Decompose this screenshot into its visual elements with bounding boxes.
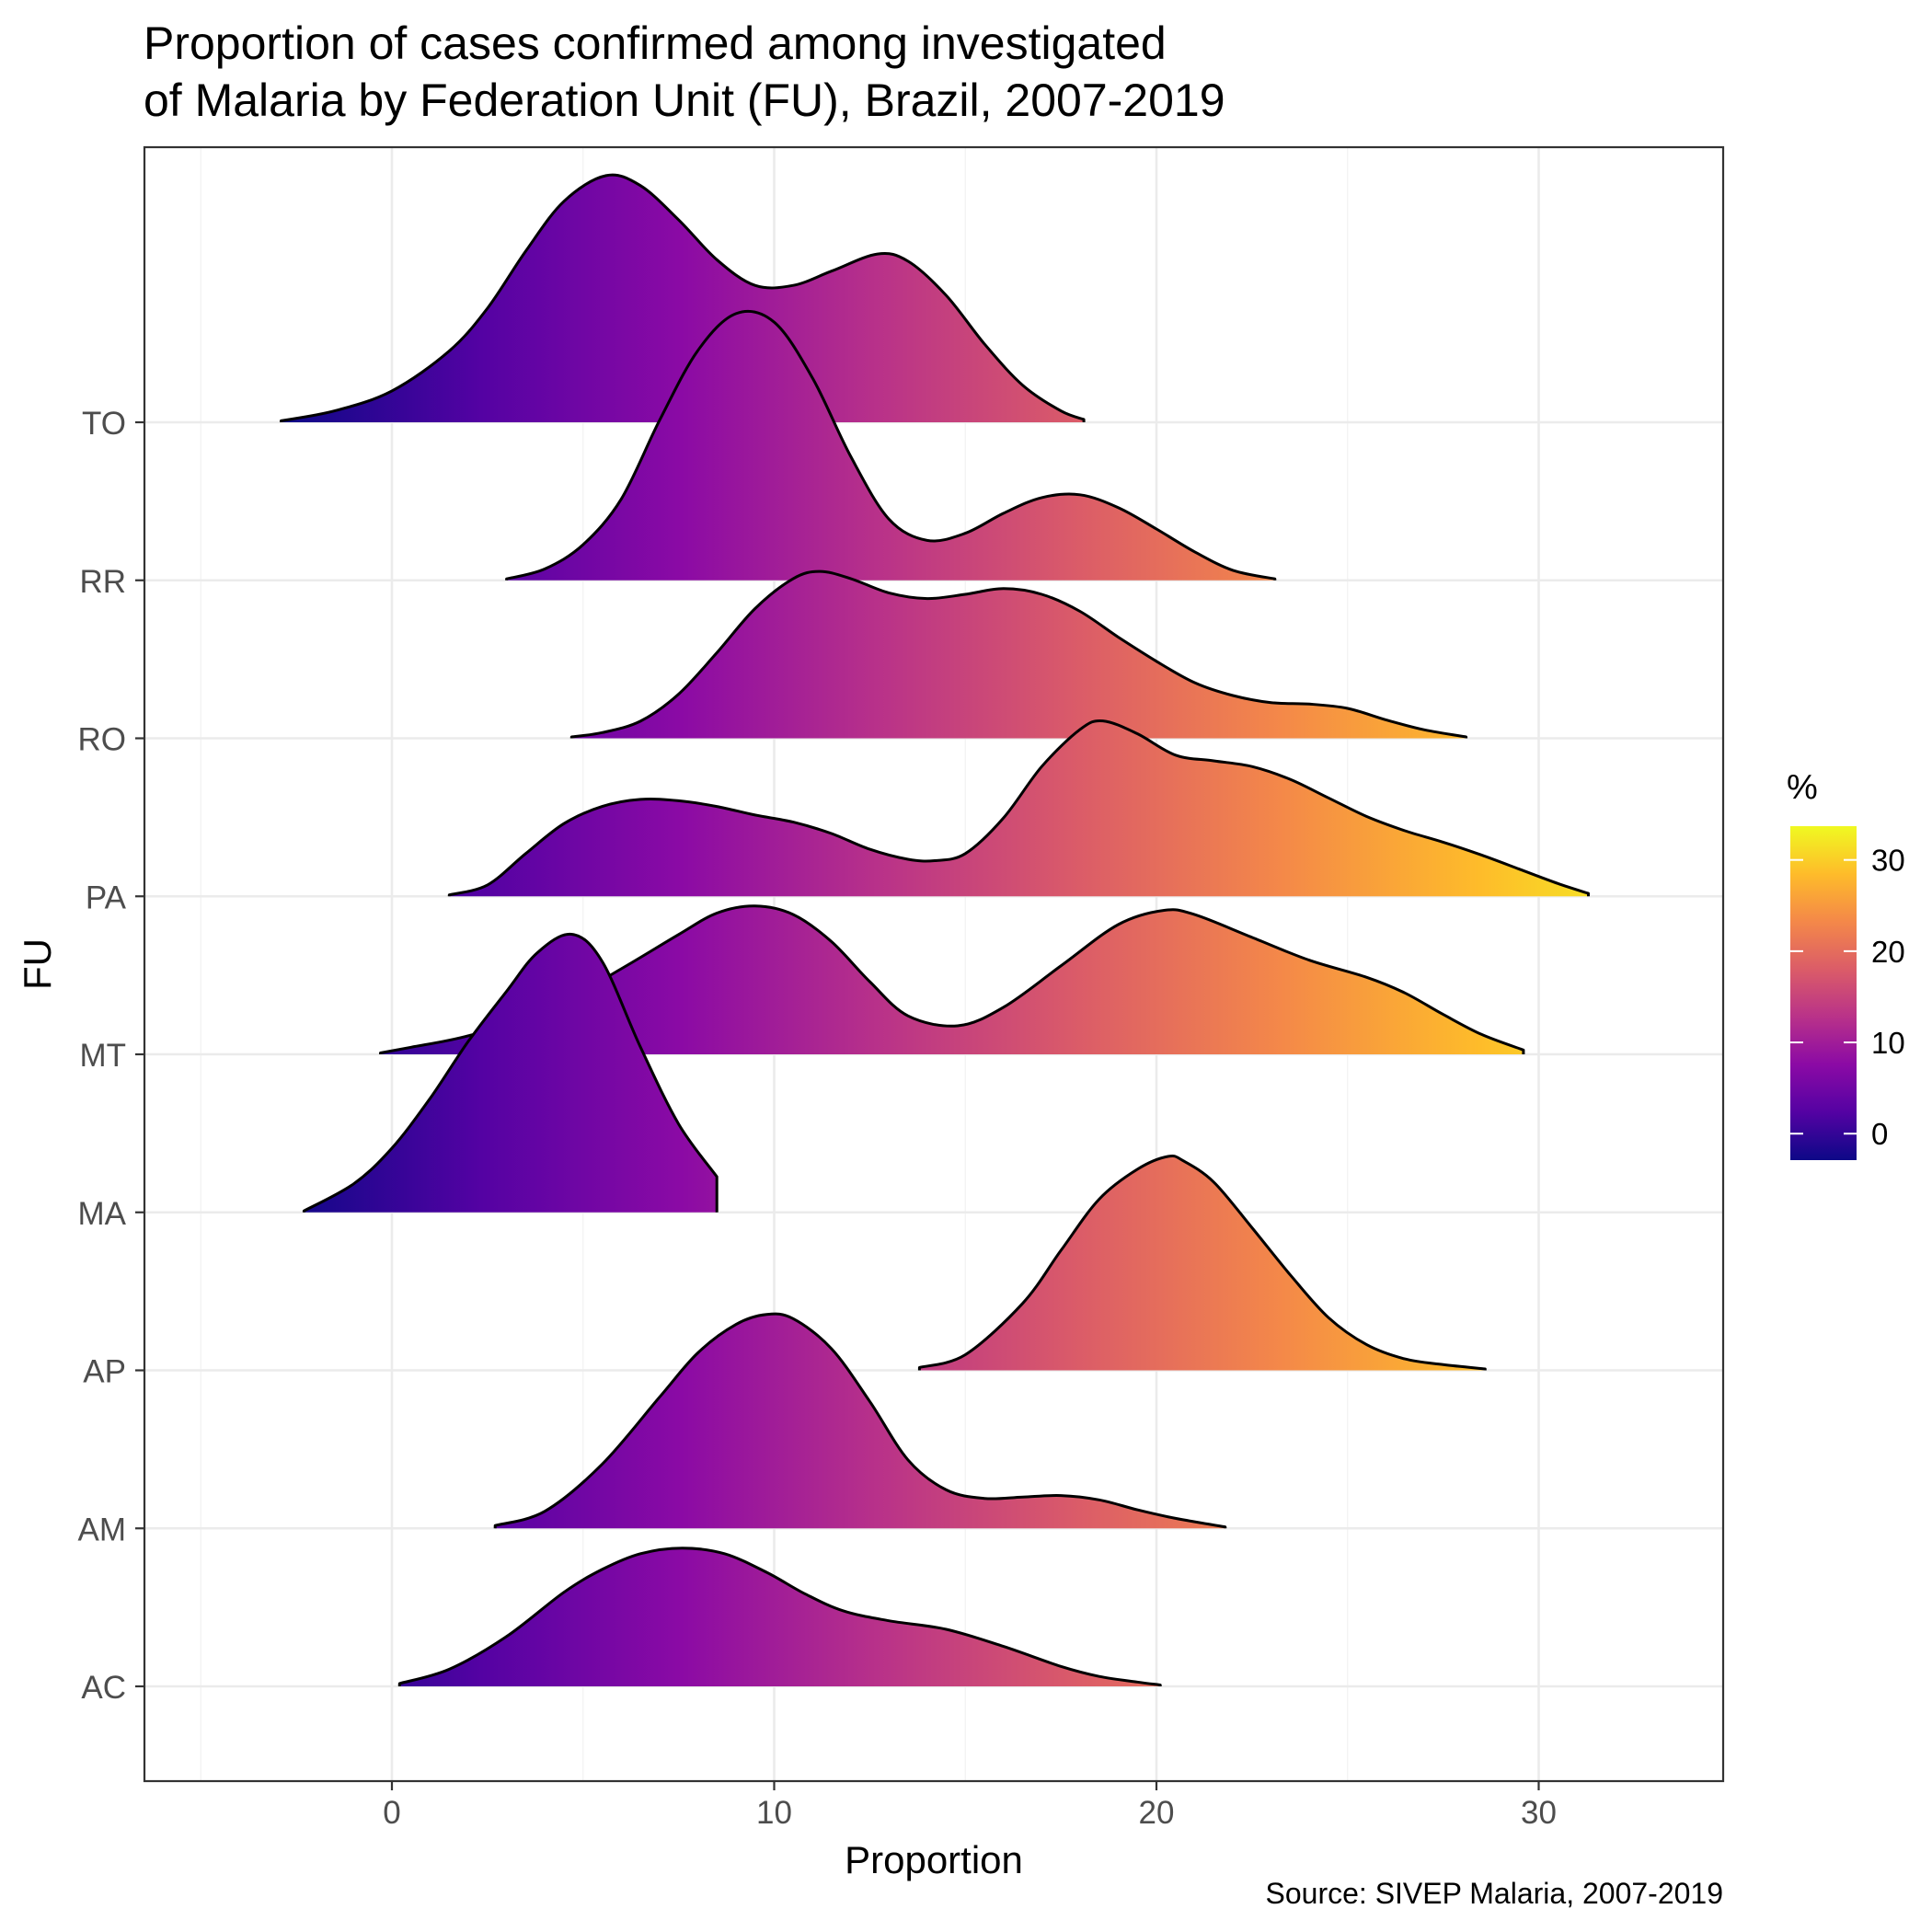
ridge-ap: [917, 1154, 1487, 1371]
x-axis-title: Proportion: [845, 1838, 1023, 1881]
ridge-fill-pa: [449, 720, 1589, 897]
ridge-fill-ma: [304, 934, 718, 1213]
ridge-ma: [302, 932, 719, 1213]
ridge-fill-to: [281, 175, 1085, 422]
y-tick-label-am: AM: [78, 1512, 127, 1547]
ridge-fill-ac: [399, 1547, 1161, 1686]
ridge-ro: [569, 569, 1468, 739]
y-tick-label-ac: AC: [81, 1670, 126, 1706]
ridge-fill-am: [495, 1314, 1225, 1529]
ridge-outline-pa: [447, 719, 1590, 897]
ridge-outline-am: [493, 1312, 1227, 1529]
ridge-fill-rr: [506, 311, 1275, 581]
legend-tick-label: 30: [1871, 844, 1905, 878]
legend-colorbar: [1790, 826, 1857, 1160]
y-tick-label-rr: RR: [79, 564, 126, 600]
legend-tick-label: 10: [1871, 1026, 1905, 1060]
ridge-am: [493, 1312, 1227, 1529]
ridge-outline-ma: [302, 932, 719, 1213]
x-tick-label: 30: [1521, 1795, 1557, 1831]
x-tick-label: 0: [383, 1795, 400, 1831]
ridge-fill-ap: [919, 1156, 1486, 1371]
ridge-pa: [447, 719, 1590, 897]
chart-caption: Source: SIVEP Malaria, 2007-2019: [1265, 1877, 1723, 1910]
ridge-outline-ro: [569, 569, 1468, 739]
y-tick-label-ma: MA: [78, 1196, 127, 1232]
ridge-ac: [397, 1547, 1162, 1686]
ridge-outline-to: [280, 173, 1086, 422]
ridge-outline-ac: [397, 1547, 1162, 1686]
y-tick-label-mt: MT: [79, 1038, 126, 1074]
y-tick-label-pa: PA: [86, 880, 127, 915]
panel-border: [143, 145, 1725, 1783]
y-tick-label-to: TO: [82, 406, 126, 442]
ridges-layer: [280, 173, 1590, 1686]
y-tick-label-ap: AP: [83, 1354, 126, 1390]
legend-tick-label: 20: [1871, 935, 1905, 969]
ridge-to: [280, 173, 1086, 422]
ridge-rr: [505, 309, 1277, 581]
x-tick-label: 10: [756, 1795, 792, 1831]
legend: % 0 10 20 30: [1787, 768, 1905, 1160]
x-tick-label: 20: [1139, 1795, 1175, 1831]
ridge-fill-ro: [571, 571, 1466, 739]
axes-layer: AC AM AP MA MT PA RO RR TO 0 10 20 30: [78, 406, 1557, 1831]
chart-title-line-2: of Malaria by Federation Unit (FU), Braz…: [144, 75, 1225, 126]
chart-title-line-1: Proportion of cases confirmed among inve…: [144, 17, 1167, 69]
y-axis-title: FU: [16, 938, 59, 990]
ridge-outline-rr: [505, 309, 1277, 581]
legend-tick-label: 0: [1871, 1117, 1888, 1151]
y-tick-label-ro: RO: [78, 722, 127, 758]
ridge-outline-ap: [917, 1154, 1487, 1371]
legend-title: %: [1787, 768, 1818, 807]
